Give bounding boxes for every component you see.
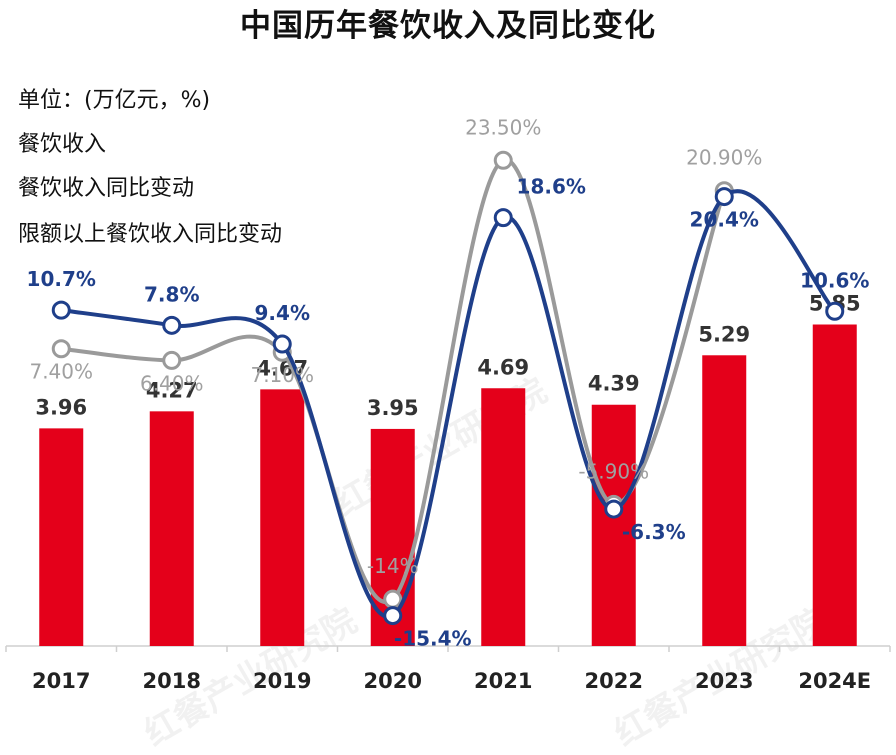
x-tick-label: 2019 — [253, 669, 311, 693]
revenue-yoy-point — [714, 187, 734, 207]
revenue-yoy-line — [60, 189, 837, 619]
legend-above-limit-yoy: 限额以上餐饮收入同比变动 — [18, 222, 283, 247]
x-tick-label: 2021 — [474, 669, 532, 693]
x-tick-label: 2018 — [143, 669, 201, 693]
above-limit-yoy-label: 7.40% — [29, 360, 93, 384]
revenue-yoy-label: 10.7% — [27, 267, 96, 291]
above-limit-yoy-label: 7.10% — [250, 363, 314, 387]
revenue-bar-label: 3.95 — [367, 396, 419, 420]
revenue-yoy-point — [162, 315, 182, 335]
chart-title: 中国历年餐饮收入及同比变化 — [240, 8, 656, 44]
legend-revenue: 餐饮收入 — [18, 132, 107, 157]
revenue-bar-label: 5.29 — [698, 322, 750, 346]
chart-canvas: 3.964.274.673.954.694.395.295.8520172018… — [5, 115, 891, 693]
revenue-bar — [591, 404, 636, 646]
revenue-yoy-label: 7.8% — [144, 282, 199, 306]
revenue-yoy-point — [493, 208, 513, 228]
x-tick-label: 2023 — [695, 669, 753, 693]
revenue-bar — [260, 389, 305, 646]
unit-label: 单位：(万亿元，%) — [18, 88, 211, 113]
revenue-yoy-label: -6.3% — [622, 520, 686, 544]
revenue-bar — [702, 355, 747, 646]
revenue-yoy-label: 18.6% — [517, 175, 586, 199]
above-limit-yoy-label: -5.90% — [578, 459, 649, 483]
x-tick-label: 2020 — [364, 669, 422, 693]
revenue-bar — [481, 388, 526, 646]
revenue-bar-label: 4.39 — [588, 372, 640, 396]
revenue-bar-label: 4.27 — [146, 378, 198, 402]
above-limit-yoy-point — [51, 339, 71, 359]
x-tick-label: 2017 — [32, 669, 90, 693]
above-limit-yoy-point — [383, 589, 403, 609]
revenue-bar — [149, 411, 194, 646]
revenue-yoy-label: 10.6% — [800, 268, 869, 292]
above-limit-yoy-point — [162, 350, 182, 370]
revenue-yoy-label: 20.4% — [690, 208, 759, 232]
revenue-bar-label: 4.69 — [477, 355, 529, 379]
x-tick-label: 2024E — [798, 669, 871, 693]
revenue-yoy-label: 9.4% — [255, 301, 310, 325]
revenue-yoy-point — [272, 334, 292, 354]
above-limit-yoy-label: -14% — [367, 554, 419, 578]
revenue-yoy-point — [383, 606, 403, 626]
above-limit-yoy-point — [493, 150, 513, 170]
legend-revenue-yoy: 餐饮收入同比变动 — [18, 176, 195, 201]
above-limit-yoy-label: 23.50% — [465, 115, 541, 139]
revenue-yoy-point — [51, 300, 71, 320]
revenue-yoy-point — [825, 301, 845, 321]
revenue-yoy-label: -15.4% — [394, 627, 472, 651]
revenue-yoy-point — [604, 499, 624, 519]
revenue-bar — [812, 324, 857, 646]
x-tick-label: 2022 — [585, 669, 643, 693]
revenue-bar-label: 3.96 — [35, 395, 87, 419]
revenue-bar — [39, 428, 84, 646]
above-limit-yoy-label: 6.40% — [140, 371, 204, 395]
above-limit-yoy-label: 20.90% — [686, 146, 762, 170]
